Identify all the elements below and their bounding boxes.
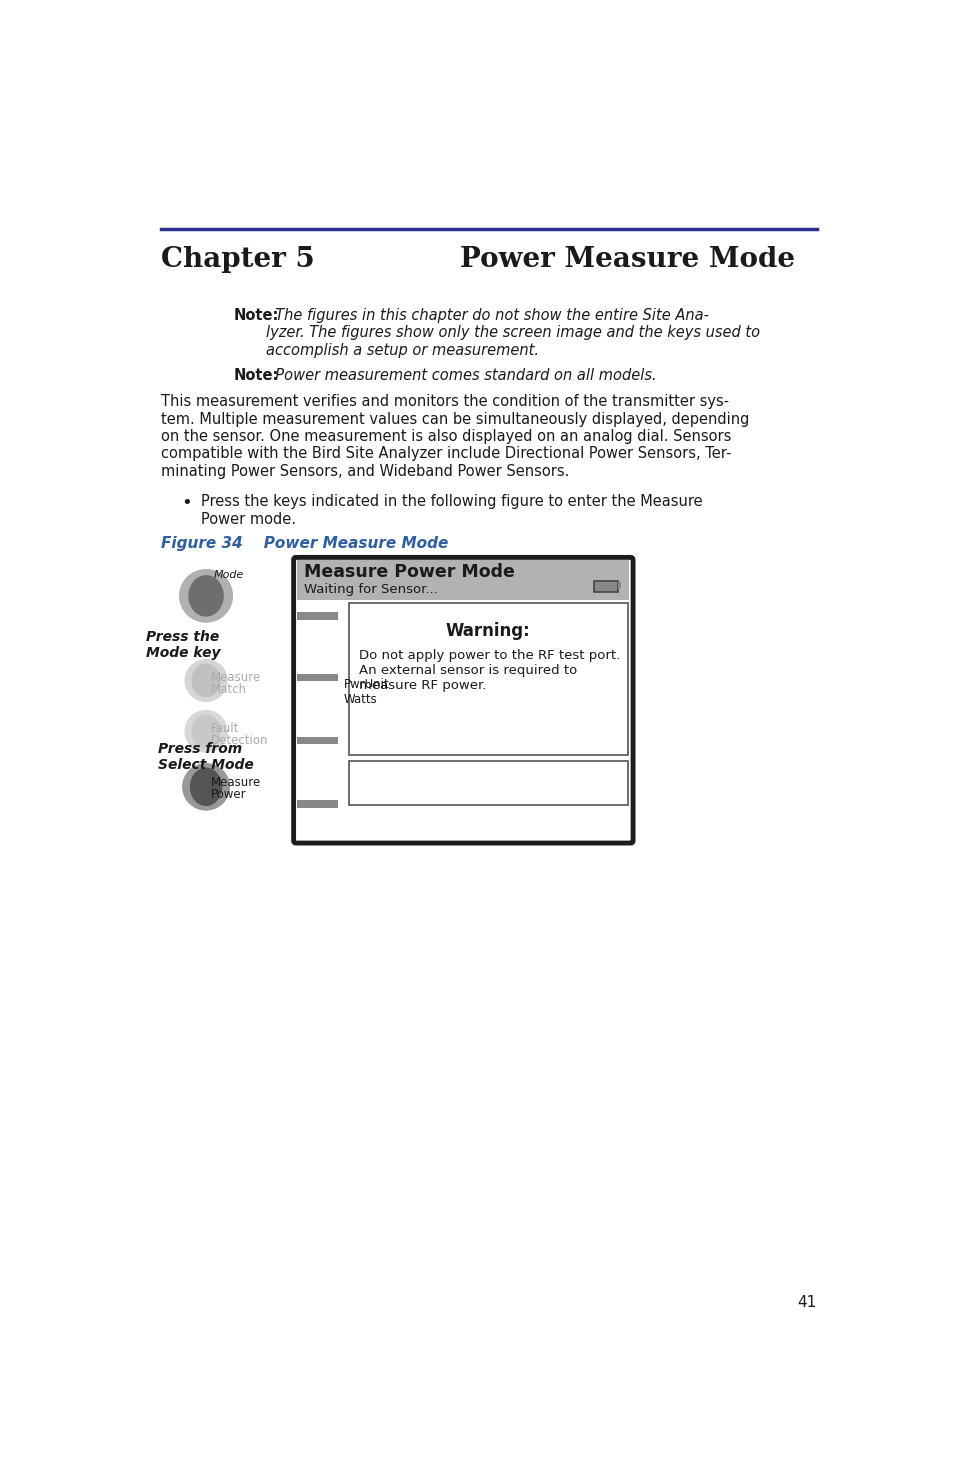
Ellipse shape [189,575,223,617]
Text: 41: 41 [797,1295,816,1310]
Bar [297,799,337,808]
Text: Power Measure Mode: Power Measure Mode [459,246,795,273]
Bar [618,583,620,589]
Text: •: • [181,494,192,512]
Text: Press from
Select Mode: Press from Select Mode [158,742,253,773]
Text: Warning:: Warning: [445,622,530,640]
FancyBboxPatch shape [294,558,633,844]
Circle shape [185,659,227,702]
Text: Measure: Measure [211,671,261,684]
Ellipse shape [192,664,220,696]
Ellipse shape [191,768,221,805]
Bar [348,603,627,755]
Text: Figure 34    Power Measure Mode: Figure 34 Power Measure Mode [161,535,448,550]
Bar [297,738,337,745]
Text: Fault: Fault [211,723,239,735]
Text: Chapter 5: Chapter 5 [161,246,314,273]
Text: Note:: Note: [233,367,279,384]
Text: Press the keys indicated in the following figure to enter the Measure
Power mode: Press the keys indicated in the followin… [200,494,701,527]
Text: Detection: Detection [211,733,268,746]
Bar [348,761,627,804]
Text: The figures in this chapter do not show the entire Site Ana-
lyzer. The figures : The figures in this chapter do not show … [266,308,760,358]
Text: Match: Match [211,683,247,696]
Text: Press the
Mode key: Press the Mode key [146,630,220,659]
Circle shape [185,711,227,752]
Text: Power measurement comes standard on all models.: Power measurement comes standard on all … [266,367,657,384]
Circle shape [179,569,233,622]
Bar [297,612,337,620]
Text: Note:: Note: [233,308,279,323]
Text: PwrUnit
Watts: PwrUnit Watts [344,678,390,707]
Text: Mode: Mode [213,569,244,580]
Circle shape [183,764,229,810]
Text: Do not apply power to the RF test port.
An external sensor is required to
measur: Do not apply power to the RF test port. … [359,649,620,692]
Ellipse shape [192,715,220,748]
Bar [593,581,618,591]
Text: Power: Power [211,788,246,801]
Bar [297,674,337,681]
Text: Measure: Measure [211,776,261,789]
Bar [297,559,629,600]
Text: Waiting for Sensor...: Waiting for Sensor... [303,583,437,596]
Text: Measure Power Mode: Measure Power Mode [303,563,514,581]
Text: This measurement verifies and monitors the condition of the transmitter sys-
tem: This measurement verifies and monitors t… [161,394,749,479]
